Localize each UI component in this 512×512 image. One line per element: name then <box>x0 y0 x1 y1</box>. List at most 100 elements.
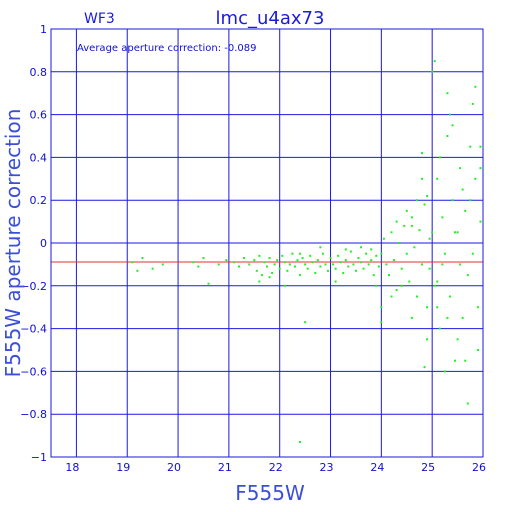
data-point <box>299 252 302 255</box>
data-point <box>426 194 429 197</box>
data-point <box>136 269 139 272</box>
x-tick-label: 24 <box>370 461 384 474</box>
y-axis-title: F555W aperture correction <box>1 109 25 378</box>
data-point <box>288 263 291 266</box>
data-point <box>248 263 251 266</box>
data-point <box>380 306 383 309</box>
data-point <box>421 152 424 155</box>
data-point <box>266 265 268 268</box>
data-point <box>421 263 424 266</box>
data-point <box>347 265 350 268</box>
data-point <box>428 237 431 240</box>
data-point <box>334 267 337 270</box>
data-point <box>278 267 281 270</box>
data-point <box>395 289 398 292</box>
data-point <box>281 254 284 257</box>
data-point <box>476 306 479 309</box>
data-point <box>311 261 314 264</box>
data-point <box>377 265 380 268</box>
data-point <box>428 267 431 270</box>
data-point <box>415 295 418 298</box>
data-point <box>385 263 388 266</box>
data-point <box>306 267 309 270</box>
data-point <box>283 284 286 287</box>
data-point <box>418 229 421 232</box>
data-point <box>446 135 449 137</box>
data-point <box>192 261 195 264</box>
data-point <box>479 145 482 148</box>
y-tick-label: 0.2 <box>30 194 48 207</box>
data-point <box>357 256 360 259</box>
data-point <box>255 269 258 272</box>
data-point <box>408 280 411 283</box>
data-point <box>309 254 312 257</box>
grid-lines <box>51 28 484 458</box>
data-point <box>344 259 347 262</box>
data-point <box>232 261 235 264</box>
data-point <box>380 321 383 324</box>
data-point <box>421 177 424 180</box>
data-point <box>217 263 220 266</box>
data-point <box>476 349 479 351</box>
data-point <box>469 145 472 148</box>
data-point <box>380 252 383 255</box>
data-point <box>365 252 368 255</box>
data-point <box>243 256 246 259</box>
y-tick-label: −0.4 <box>20 323 47 336</box>
data-point <box>431 70 434 73</box>
data-point <box>405 209 408 212</box>
data-point <box>443 370 446 373</box>
data-point <box>451 124 454 127</box>
data-point <box>393 259 396 262</box>
x-axis-title: F555W <box>235 481 305 505</box>
data-point <box>469 199 472 202</box>
data-point <box>238 265 241 268</box>
average-annotation: Average aperture correction: -0.089 <box>77 43 257 54</box>
data-point <box>451 199 454 202</box>
data-point <box>436 306 439 309</box>
data-point <box>304 263 307 266</box>
x-tick-label: 21 <box>218 461 232 474</box>
chip-label: WF3 <box>84 11 115 27</box>
data-point <box>316 259 319 262</box>
data-point <box>441 216 444 219</box>
data-point <box>370 248 373 251</box>
x-tick-label: 23 <box>320 461 334 474</box>
y-tick-label: −0.6 <box>20 365 47 378</box>
data-point <box>225 259 228 262</box>
data-point <box>271 271 274 274</box>
data-point <box>334 280 337 283</box>
data-point <box>431 231 434 234</box>
data-point <box>161 263 164 266</box>
data-point <box>479 167 482 170</box>
data-point <box>387 274 390 277</box>
data-point <box>459 263 462 266</box>
data-point <box>276 259 279 262</box>
data-point <box>403 224 406 227</box>
data-point <box>433 60 436 63</box>
data-point <box>446 316 449 319</box>
data-point <box>390 295 393 298</box>
x-tick-label: 25 <box>421 461 435 474</box>
data-point <box>454 231 457 234</box>
data-point <box>423 203 426 206</box>
data-point <box>314 271 317 274</box>
data-point <box>456 231 459 234</box>
data-point <box>283 261 286 264</box>
y-tick-label: 0.4 <box>30 151 48 164</box>
data-point <box>410 316 413 319</box>
data-point <box>268 276 271 279</box>
data-point <box>258 254 261 257</box>
y-tick-label: 1 <box>40 23 47 36</box>
data-point <box>319 265 322 268</box>
x-tick-label: 18 <box>65 461 79 474</box>
data-point <box>375 284 378 287</box>
data-point <box>438 327 441 330</box>
data-point <box>299 274 302 277</box>
data-point <box>207 282 210 285</box>
data-point <box>426 306 429 309</box>
data-point <box>151 267 154 270</box>
data-point <box>426 338 429 341</box>
data-points <box>131 60 482 444</box>
